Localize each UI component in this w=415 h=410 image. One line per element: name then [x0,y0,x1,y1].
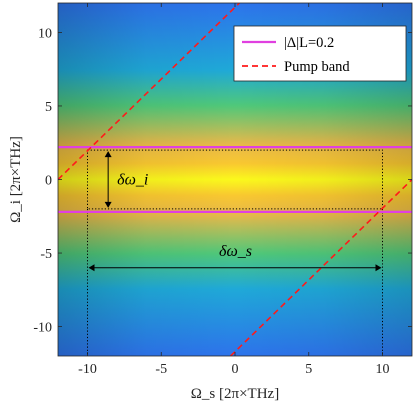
x-tick-label: 0 [232,362,239,377]
delta-omega-i-label: δω_i [117,172,148,189]
legend-box [233,25,407,82]
pump-band-line-2 [230,178,412,356]
y-tick-label: 0 [45,174,52,189]
arrow-head [104,201,112,208]
y-tick-label: -10 [33,321,52,336]
x-tick-label: 5 [305,362,312,377]
x-tick-label: -5 [155,362,167,377]
bandwidth-box [87,149,383,210]
arrow-head [375,264,382,272]
legend: |Δ|L=0.2 Pump band [233,25,407,82]
x-tick-label: -10 [78,362,97,377]
y-tick-label: -5 [40,247,52,262]
x-tick-label: 10 [376,362,390,377]
arrow-head [104,151,112,158]
arrow-head [88,264,95,272]
y-axis-title: Ω_i [2π×THz] [8,136,24,223]
legend-label-2: Pump band [284,59,350,75]
legend-label-1: |Δ|L=0.2 [284,35,334,51]
x-axis-title: Ω_s [2π×THz] [191,386,279,402]
delta-omega-s-label: δω_s [219,243,252,260]
y-tick-label: 5 [45,100,52,115]
y-tick-label: 10 [38,26,52,41]
pump-band-line-1 [58,3,240,181]
